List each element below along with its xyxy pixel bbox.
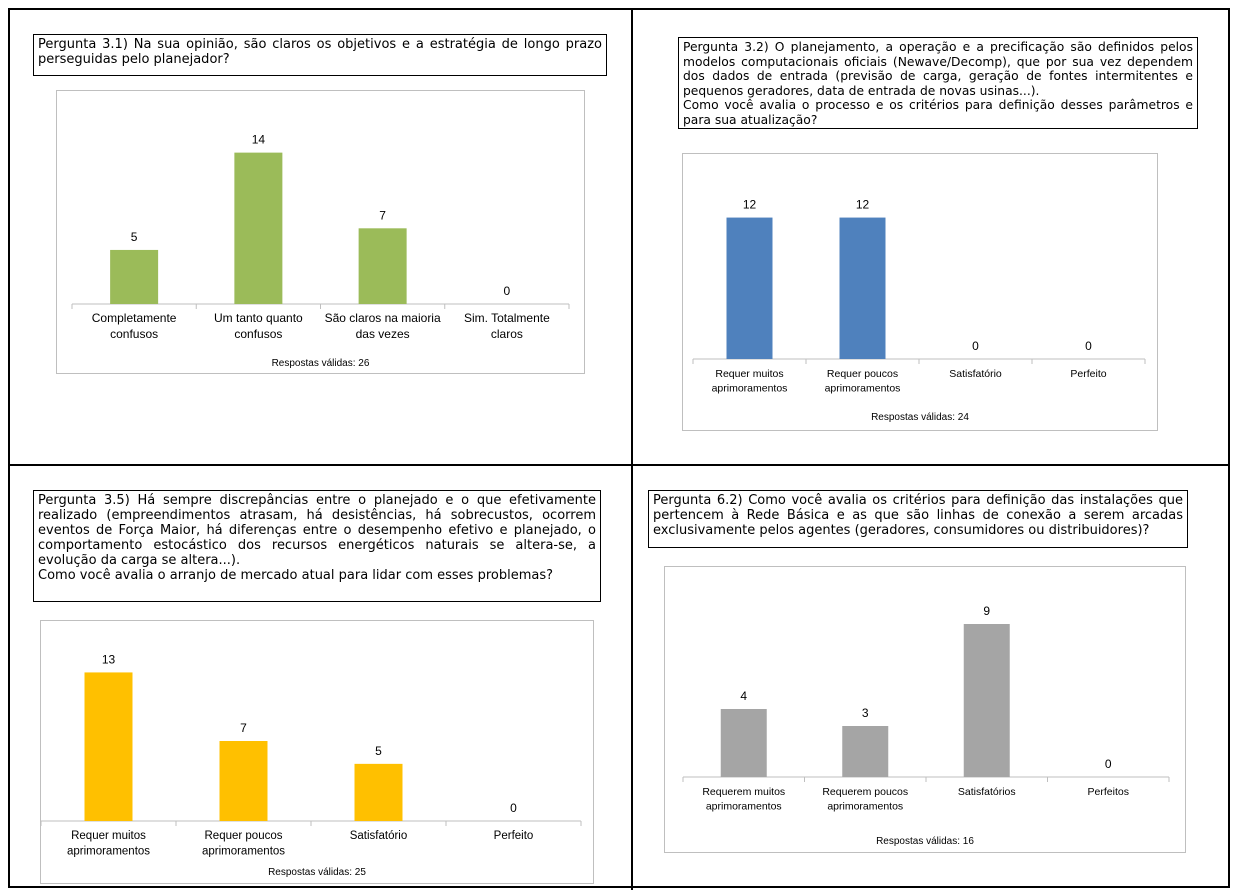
- grid-horizontal-divider: [8, 464, 1230, 466]
- category-label-0: Requer muitos: [71, 830, 146, 842]
- chart-question-3-2: 12 Requer muitos aprimoramentos 12 Requer po…: [682, 153, 1158, 431]
- data-label-2: 0: [972, 339, 979, 353]
- data-label-2: 9: [983, 604, 990, 618]
- valid-responses-3-1: Respostas válidas: 26: [57, 358, 584, 369]
- bar-0: [727, 218, 773, 359]
- bar-0: [85, 672, 133, 821]
- data-label-3: 0: [504, 284, 511, 298]
- data-label-1: 7: [240, 721, 247, 735]
- category-label-1: Requer poucos: [827, 368, 898, 380]
- data-label-3: 0: [1085, 339, 1092, 353]
- category-label-1: Requerem poucos: [822, 786, 908, 798]
- bar-2: [964, 624, 1010, 777]
- category-label-3: Sim. Totalmente: [464, 311, 550, 325]
- category-label-1: aprimoramentos: [825, 383, 901, 395]
- category-label-1: confusos: [234, 327, 282, 341]
- data-label-1: 3: [862, 706, 869, 720]
- bar-2: [359, 228, 407, 304]
- bar-1: [840, 218, 886, 359]
- grid-vertical-divider: [631, 8, 633, 890]
- category-label-3: claros: [491, 327, 523, 341]
- valid-responses-3-2: Respostas válidas: 24: [683, 412, 1157, 423]
- category-label-1: aprimoramentos: [202, 846, 285, 858]
- chart-3-1-plot: 5 Completamente confusos 14 Um tanto quanto c…: [57, 91, 586, 375]
- category-label-0: Requerem muitos: [702, 786, 785, 798]
- category-label-0: Completamente: [92, 311, 177, 325]
- category-label-0: aprimoramentos: [712, 383, 788, 395]
- category-label-0: aprimoramentos: [67, 846, 150, 858]
- chart-question-3-1: 5 Completamente confusos 14 Um tanto quanto c…: [56, 90, 585, 374]
- bar-0: [110, 250, 158, 304]
- data-label-0: 13: [102, 652, 116, 666]
- data-label-3: 0: [510, 801, 517, 815]
- data-label-2: 5: [375, 744, 382, 758]
- category-label-1: Requer poucos: [205, 830, 283, 842]
- category-label-2: Satisfatórios: [958, 786, 1016, 798]
- category-label-2: das vezes: [356, 327, 410, 341]
- data-label-0: 4: [740, 689, 747, 703]
- question-6-2: Pergunta 6.2) Como você avalia os critér…: [648, 490, 1188, 548]
- category-label-2: Satisfatório: [350, 830, 408, 842]
- valid-responses-6-2: Respostas válidas: 16: [665, 836, 1185, 847]
- category-label-3: Perfeito: [1070, 368, 1106, 380]
- question-3-2: Pergunta 3.2) O planejamento, a operação…: [678, 37, 1198, 129]
- data-label-1: 14: [252, 133, 266, 147]
- category-label-0: aprimoramentos: [706, 801, 782, 813]
- data-label-3: 0: [1105, 757, 1112, 771]
- category-label-2: São claros na maioria: [325, 311, 441, 325]
- bar-2: [355, 764, 403, 821]
- chart-6-2-plot: 4 Requerem muitos aprimoramentos 3 Requerem …: [665, 567, 1187, 854]
- category-label-1: Um tanto quanto: [214, 311, 303, 325]
- bar-0: [721, 709, 767, 777]
- data-label-0: 12: [743, 198, 757, 212]
- bar-1: [234, 153, 282, 304]
- data-label-1: 12: [856, 198, 870, 212]
- data-label-2: 7: [379, 208, 386, 222]
- data-label-0: 5: [131, 230, 138, 244]
- category-label-0: Requer muitos: [715, 368, 783, 380]
- bar-1: [220, 741, 268, 821]
- chart-3-5-plot: 13 Requer muitos aprimoramentos 7 Requer pou…: [41, 621, 595, 885]
- category-label-3: Perfeitos: [1088, 786, 1129, 798]
- bar-1: [842, 726, 888, 777]
- category-label-1: aprimoramentos: [827, 801, 903, 813]
- question-3-5: Pergunta 3.5) Há sempre discrepâncias en…: [33, 490, 601, 602]
- category-label-0: confusos: [110, 327, 158, 341]
- chart-question-3-5: 13 Requer muitos aprimoramentos 7 Requer pou…: [40, 620, 594, 884]
- category-label-2: Satisfatório: [949, 368, 1002, 380]
- valid-responses-3-5: Respostas válidas: 25: [41, 867, 593, 878]
- chart-question-6-2: 4 Requerem muitos aprimoramentos 3 Requerem …: [664, 566, 1186, 853]
- category-label-3: Perfeito: [494, 830, 534, 842]
- question-3-1: Pergunta 3.1) Na sua opinião, são claros…: [33, 34, 607, 76]
- chart-3-2-plot: 12 Requer muitos aprimoramentos 12 Requer po…: [683, 154, 1159, 432]
